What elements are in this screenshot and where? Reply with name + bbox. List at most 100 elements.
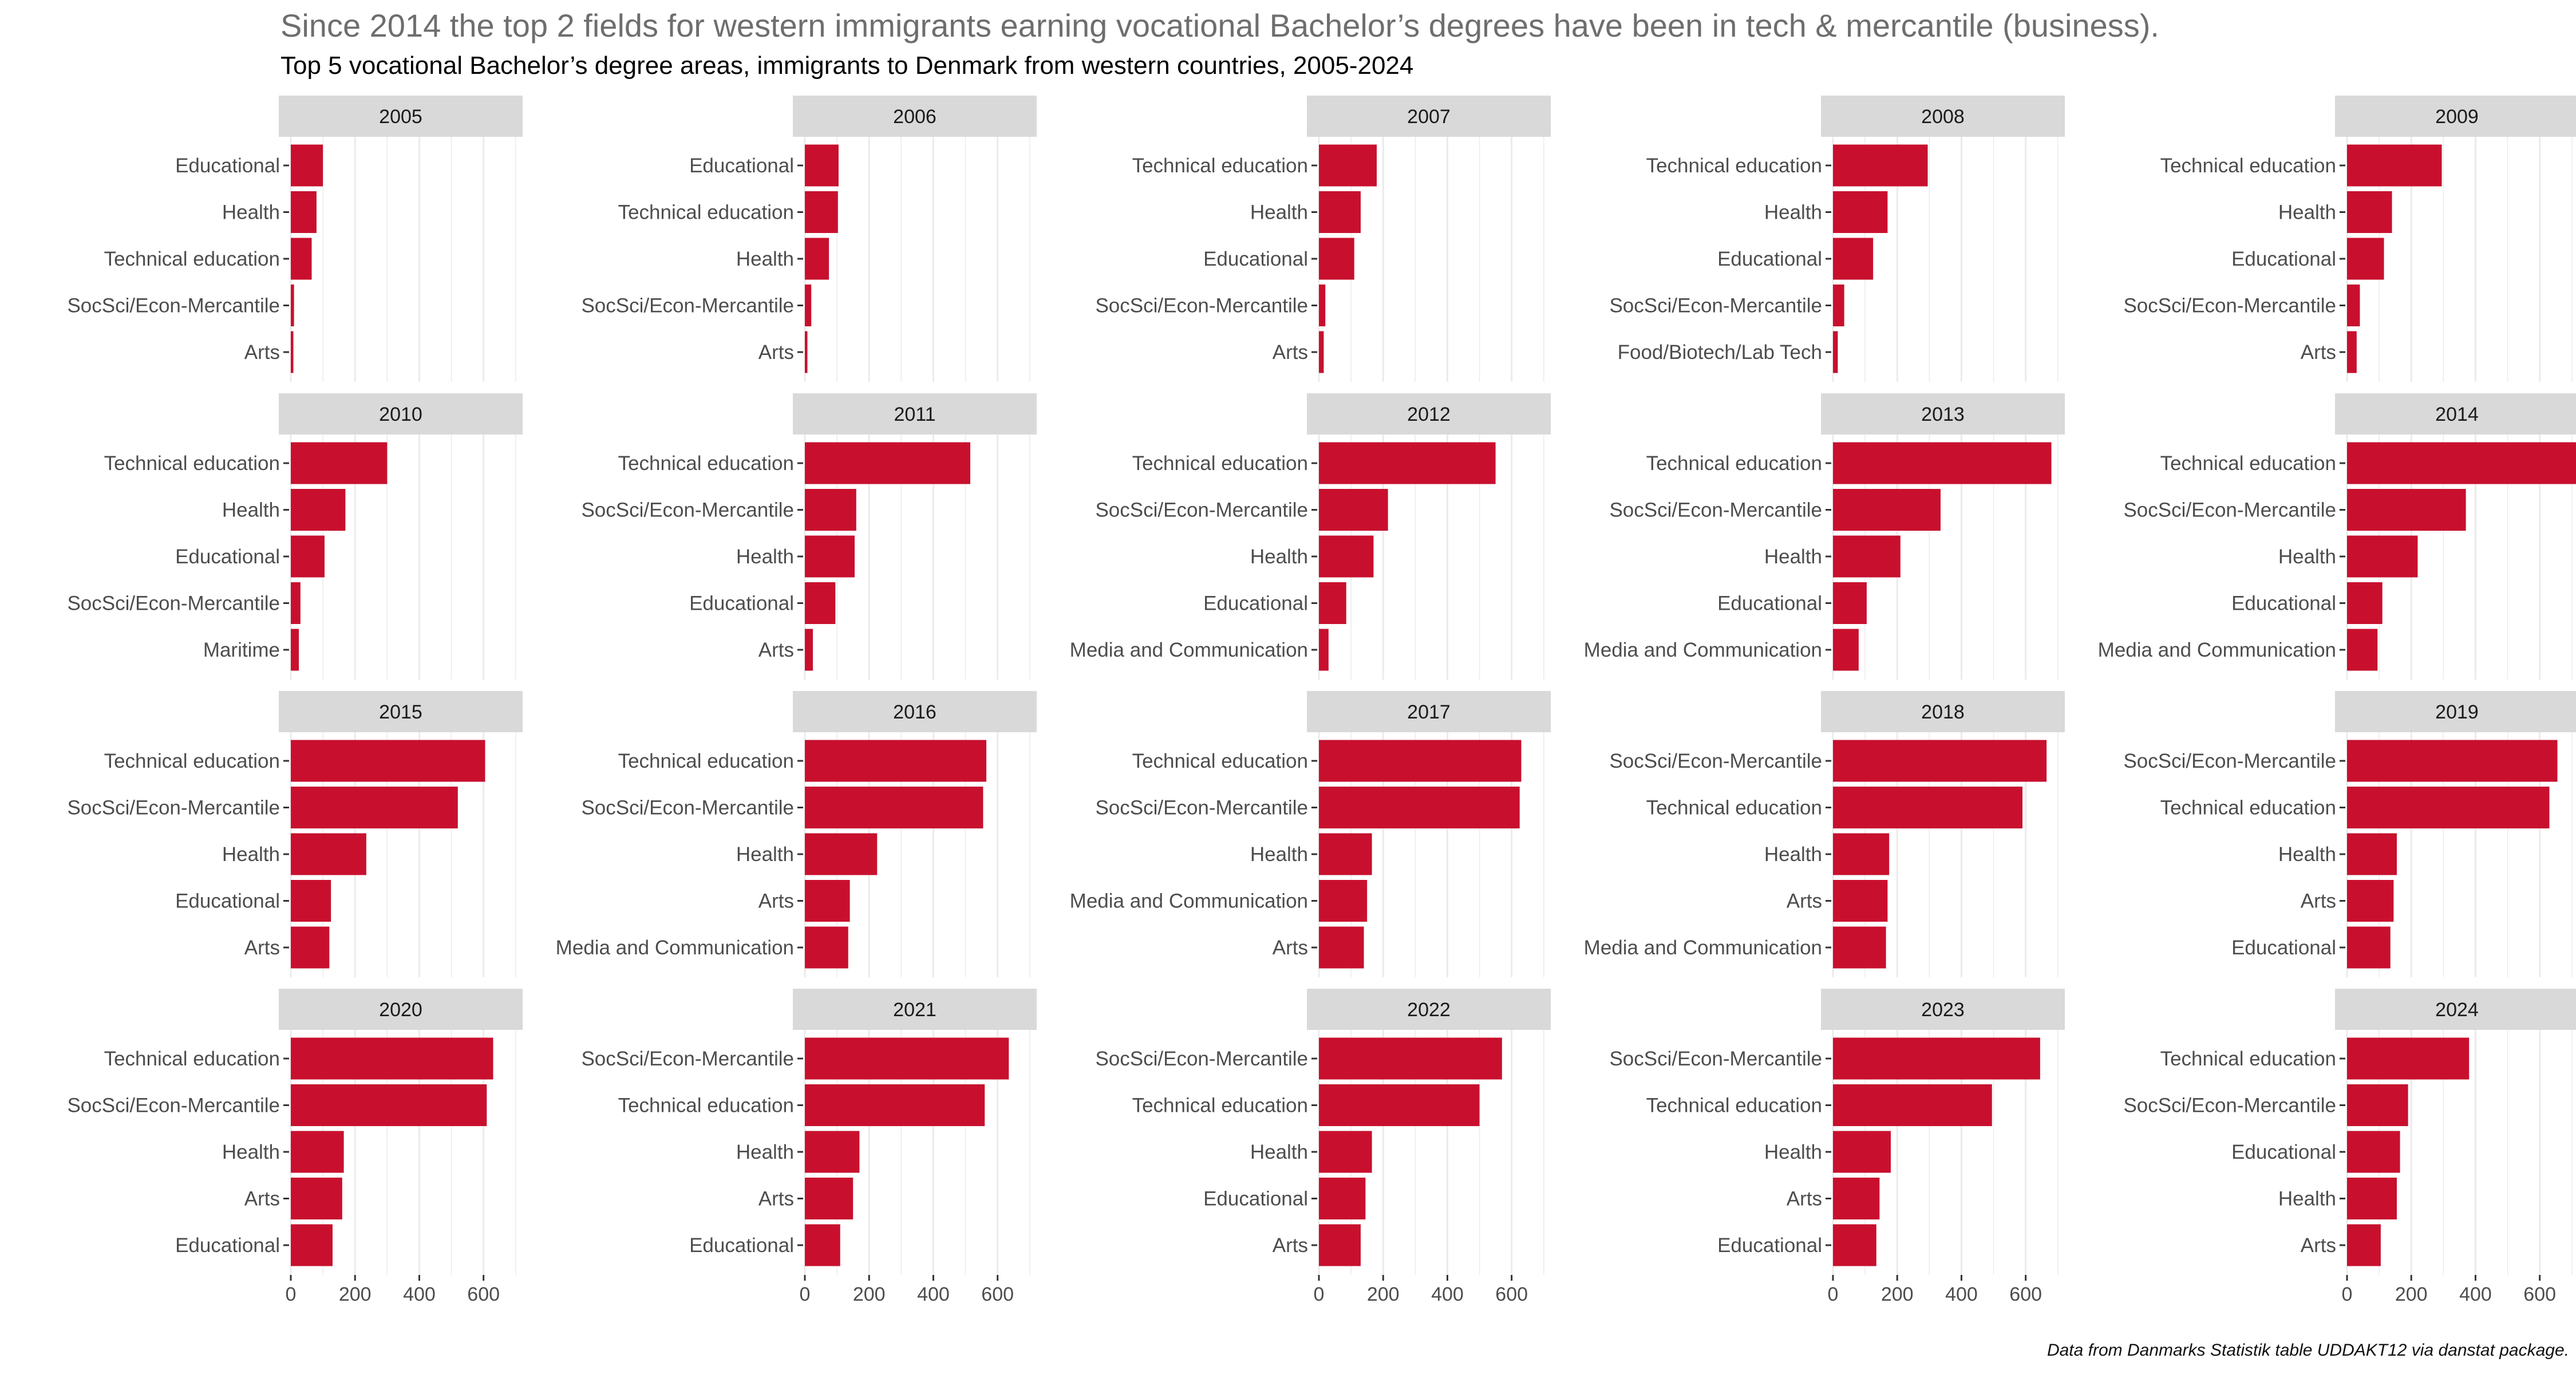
- bar: [1319, 629, 1329, 671]
- bar: [1833, 1178, 1880, 1219]
- category-label: Technical education: [618, 750, 794, 772]
- bar: [291, 740, 485, 782]
- category-label: SocSci/Econ-Mercantile: [2123, 295, 2336, 317]
- category-label: SocSci/Econ-Mercantile: [1609, 1048, 1822, 1070]
- category-label: Arts: [244, 1188, 280, 1210]
- x-tick-label: 200: [1881, 1284, 1914, 1305]
- category-label: Educational: [1717, 248, 1822, 270]
- category-label: Health: [222, 499, 280, 522]
- bar: [1319, 582, 1346, 624]
- facet-strip: [1307, 393, 1551, 435]
- chart-title: Since 2014 the top 2 fields for western …: [280, 7, 2159, 44]
- bar: [1319, 740, 1522, 782]
- category-label: Arts: [2301, 890, 2336, 913]
- bar: [805, 238, 829, 280]
- category-label: Arts: [2301, 341, 2336, 364]
- bar: [1833, 833, 1890, 875]
- category-label: SocSci/Econ-Mercantile: [1095, 295, 1308, 317]
- category-label: Educational: [689, 1234, 794, 1257]
- bar: [1833, 489, 1941, 531]
- category-label: Technical education: [2160, 452, 2336, 475]
- bar: [805, 144, 839, 187]
- category-label: Educational: [1717, 593, 1822, 615]
- bar: [2347, 1224, 2381, 1266]
- bar: [1319, 1131, 1372, 1173]
- category-label: Technical education: [618, 202, 794, 224]
- facet-strip: [793, 691, 1037, 732]
- category-label: Arts: [244, 341, 280, 364]
- bar: [291, 926, 330, 969]
- category-label: Media and Communication: [556, 937, 794, 959]
- category-label: Health: [2278, 843, 2336, 866]
- bar: [2347, 285, 2360, 326]
- category-label: Health: [736, 546, 794, 568]
- category-label: SocSci/Econ-Mercantile: [1095, 1048, 1308, 1070]
- bar: [2347, 1037, 2470, 1080]
- category-label: SocSci/Econ-Mercantile: [581, 295, 794, 317]
- category-label: Educational: [175, 1234, 280, 1257]
- category-label: Health: [1250, 1141, 1308, 1163]
- facet-strip-label: 2018: [1921, 701, 1965, 723]
- category-label: Health: [222, 843, 280, 866]
- category-label: Health: [736, 843, 794, 866]
- x-tick-label: 400: [2459, 1284, 2492, 1305]
- bar: [1833, 629, 1859, 671]
- facet-strip: [1307, 989, 1551, 1030]
- bar: [2347, 331, 2357, 373]
- bar: [1319, 833, 1372, 875]
- category-label: Arts: [1787, 1188, 1822, 1210]
- facet-strip: [1821, 989, 2065, 1030]
- bar: [291, 285, 294, 326]
- bar: [291, 629, 299, 671]
- x-tick-label: 400: [1431, 1284, 1464, 1305]
- bar: [1319, 1084, 1480, 1126]
- bar: [2347, 238, 2384, 280]
- facet-strip: [279, 989, 523, 1030]
- category-label: Arts: [758, 341, 794, 364]
- bar: [1833, 880, 1888, 922]
- category-label: Technical education: [1132, 452, 1308, 475]
- category-label: Technical education: [1646, 155, 1822, 177]
- bar: [1833, 787, 2023, 828]
- bar: [805, 442, 970, 484]
- category-label: Technical education: [1646, 1095, 1822, 1117]
- bar: [291, 442, 388, 484]
- x-tick-label: 600: [2009, 1284, 2042, 1305]
- facet-strip: [1821, 691, 2065, 732]
- bar: [1833, 535, 1901, 578]
- category-label: Technical education: [2160, 1048, 2336, 1070]
- category-label: SocSci/Econ-Mercantile: [581, 1048, 794, 1070]
- x-tick-label: 600: [2523, 1284, 2556, 1305]
- facet-strip: [1307, 691, 1551, 732]
- bar: [1833, 1037, 2040, 1080]
- bar: [1319, 285, 1326, 326]
- category-label: SocSci/Econ-Mercantile: [1609, 750, 1822, 772]
- category-label: Media and Communication: [1070, 639, 1308, 661]
- x-tick-label: 200: [1367, 1284, 1400, 1305]
- category-label: Health: [1250, 202, 1308, 224]
- category-label: Educational: [1203, 1188, 1308, 1210]
- bar: [291, 833, 366, 875]
- x-tick-label: 0: [286, 1284, 297, 1305]
- bar: [2347, 880, 2394, 922]
- bar: [2347, 535, 2418, 578]
- bar: [2347, 442, 2576, 484]
- facet-strip-label: 2008: [1921, 106, 1965, 128]
- category-label: Health: [1250, 546, 1308, 568]
- category-label: Educational: [689, 593, 794, 615]
- category-label: Arts: [1273, 1234, 1308, 1257]
- category-label: SocSci/Econ-Mercantile: [67, 295, 280, 317]
- bar: [1833, 144, 1928, 187]
- facet-strip: [793, 393, 1037, 435]
- category-label: Health: [1764, 202, 1822, 224]
- x-tick-label: 600: [981, 1284, 1014, 1305]
- category-label: Educational: [2231, 593, 2336, 615]
- bar: [291, 787, 458, 828]
- category-label: Educational: [175, 890, 280, 913]
- facet-strip-label: 2007: [1407, 106, 1451, 128]
- bar: [2347, 833, 2397, 875]
- bar: [2347, 582, 2383, 624]
- category-label: Educational: [689, 155, 794, 177]
- facet-strip: [2335, 989, 2576, 1030]
